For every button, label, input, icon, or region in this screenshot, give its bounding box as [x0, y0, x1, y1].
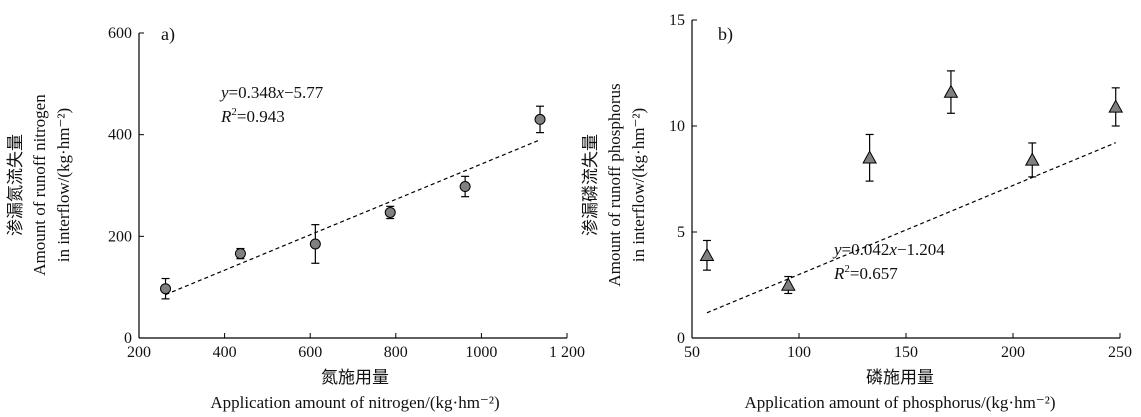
panel-b-y-tick-label: 15 [669, 12, 685, 29]
panel-b-ylabel-zh: 渗漏磷流失量 [581, 134, 600, 236]
panel-a-r-squared: R2=0.943 [220, 106, 285, 126]
panel-b-equation: y=0.042x−1.204 [832, 240, 945, 259]
panel-b-data-point [780, 277, 796, 291]
panel-b-y-tick-label: 0 [677, 330, 685, 347]
panel-a-data-point [534, 113, 546, 125]
panel-b-fit-line [706, 142, 1116, 314]
panel-a-xlabel-en: Application amount of nitrogen/(kg·hm⁻²) [210, 393, 499, 412]
panel-a-data-point [234, 248, 246, 260]
panel-b-xlabel-zh: 磷施用量 [866, 368, 934, 387]
panel-a-data-point [160, 283, 172, 295]
panel-a-x-tick-label: 1000 [465, 344, 497, 361]
panel-a-y-tick-label: 0 [124, 330, 132, 347]
panel-b-label: b) [718, 24, 733, 45]
panel-b-ylabel-en2: in interflow/(kg·hm⁻²) [629, 108, 648, 262]
panel-a-data-point [309, 238, 321, 250]
panel-a-data-point [459, 181, 471, 193]
panel-b-y-tick-label: 10 [669, 118, 685, 135]
panel-b-x-tick-label: 150 [894, 344, 918, 361]
panel-a-x-tick-label: 600 [298, 344, 322, 361]
panel-a-equation: y=0.348x−5.77 [219, 83, 324, 102]
panel-a-xlabel-zh: 氮施用量 [321, 368, 389, 387]
panel-b-ylabel-en1: Amount of runoff phosphorus [605, 83, 624, 286]
panel-a-ylabel-zh: 渗漏氮流失量 [6, 134, 25, 236]
panel-a-ylabel-en1: Amount of runoff nitrogen [30, 94, 49, 276]
panel-b-x-tick-label: 100 [787, 344, 811, 361]
panel-b-r-squared: R2=0.657 [833, 263, 898, 283]
panel-b-x-tick-label: 200 [1001, 344, 1025, 361]
panel-a-fit-line [165, 139, 541, 296]
panel-a-y-tick-label: 200 [108, 228, 132, 245]
panel-b-xlabel-en: Application amount of phosphorus/(kg·hm⁻… [744, 393, 1055, 412]
panel-b-x-tick-label: 50 [684, 344, 700, 361]
panel-a-x-tick-label: 400 [213, 344, 237, 361]
panel-b: b) 磷施用量 Application amount of phosphorus… [581, 24, 1056, 412]
panel-a-x-tick-label: 200 [127, 344, 151, 361]
panel-b-data-point [943, 84, 959, 98]
panel-a-y-tick-label: 600 [108, 25, 132, 42]
panel-a-y-tick-label: 400 [108, 127, 132, 144]
panel-a-x-tick-label: 1 200 [549, 344, 585, 361]
panel-b-x-tick-label: 250 [1108, 344, 1132, 361]
panel-a-ylabel-en2: in interflow/(kg·hm⁻²) [54, 108, 73, 262]
panel-b-data-point [1108, 99, 1124, 113]
panel-b-data-point [699, 247, 715, 262]
panel-a-label: a) [161, 24, 175, 45]
panel-b-data-point [1024, 152, 1040, 166]
panel-b-data-point [862, 150, 877, 164]
panel-b-y-tick-label: 5 [677, 224, 685, 241]
panel-a-x-tick-label: 800 [384, 344, 408, 361]
panel-a: a) 氮施用量 Application amount of nitrogen/(… [6, 24, 500, 412]
panel-b-plot: 50 100 150 200 250 0 5 10 15 [669, 12, 1132, 361]
panel-a-data-point [384, 206, 396, 218]
